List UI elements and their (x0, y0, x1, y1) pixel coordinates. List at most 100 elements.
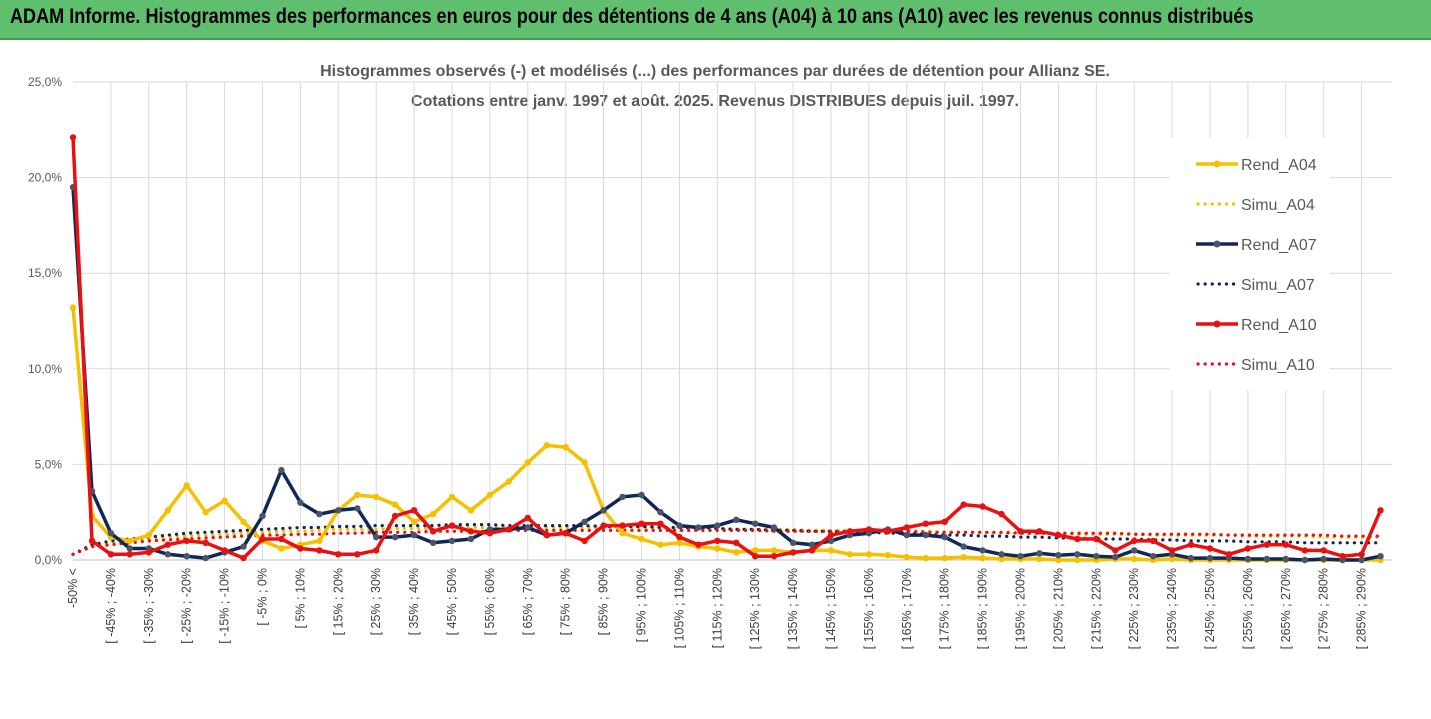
y-tick-label: 25,0% (28, 75, 62, 89)
data-point-rend-a07 (1206, 554, 1214, 562)
data-point-rend-a10 (373, 547, 380, 554)
x-tick-label: [ 25% ; 30% (369, 568, 383, 635)
data-point-rend-a10 (865, 526, 873, 533)
data-point-rend-a07 (695, 524, 702, 531)
x-tick-label: [ -45% ; -40% (104, 568, 118, 644)
data-point-rend-a10 (941, 518, 948, 525)
data-point-rend-a07 (107, 530, 115, 537)
chart: Histogrammes observés (-) et modélisés (… (28, 63, 1392, 649)
x-tick-label: [ 215% ; 220% (1089, 568, 1103, 649)
data-point-rend-a10 (581, 537, 588, 545)
data-point-rend-a04 (410, 518, 418, 525)
data-point-rend-a04 (391, 501, 399, 508)
data-point-rend-a04 (960, 553, 967, 561)
data-point-rend-a10 (1017, 528, 1024, 535)
data-point-rend-a10 (1131, 537, 1138, 545)
x-tick-label: [ 205% ; 210% (1051, 568, 1065, 649)
data-point-rend-a10 (1263, 541, 1271, 548)
data-point-rend-a07 (391, 533, 399, 541)
data-point-rend-a10 (505, 526, 512, 533)
data-point-rend-a10 (733, 539, 740, 546)
data-point-rend-a10 (752, 553, 759, 560)
x-tick-label: [ 15% ; 20% (331, 568, 345, 635)
data-point-rend-a07 (676, 522, 683, 529)
data-point-rend-a07 (410, 531, 418, 539)
legend-label-simu-a07: Simu_A07 (1241, 277, 1315, 294)
plot-area (69, 134, 1384, 564)
data-point-rend-a10 (922, 520, 929, 527)
x-tick-label: [ -35% ; -30% (142, 568, 156, 644)
data-point-rend-a10 (354, 551, 361, 558)
y-tick-label: 5,0% (35, 457, 63, 471)
data-point-rend-a07 (619, 493, 626, 501)
legend-label-simu-a10: Simu_A10 (1241, 357, 1315, 374)
x-tick-label: [ 85% ; 90% (597, 568, 611, 635)
data-point-rend-a04 (619, 530, 626, 537)
data-point-rend-a07 (259, 512, 266, 520)
data-point-rend-a07 (316, 510, 323, 518)
data-point-rend-a07 (354, 505, 361, 512)
data-point-rend-a10 (1358, 551, 1365, 558)
data-point-rend-a10 (183, 537, 190, 545)
data-point-rend-a04 (183, 482, 190, 489)
data-point-rend-a10 (1055, 531, 1062, 539)
data-point-rend-a10 (562, 530, 569, 537)
y-tick-label: 10,0% (28, 362, 62, 376)
x-tick-label: [ 175% ; 180% (938, 568, 952, 649)
y-tick-label: 20,0% (28, 171, 62, 185)
data-point-rend-a04 (922, 554, 929, 562)
data-point-rend-a04 (145, 531, 152, 539)
x-tick-label: [ 75% ; 80% (559, 568, 573, 635)
x-tick-label: [ 115% ; 120% (710, 568, 724, 648)
data-point-rend-a10 (1093, 535, 1100, 543)
x-tick-label: [ 155% ; 160% (862, 568, 876, 649)
data-point-rend-a07 (1017, 553, 1024, 560)
x-tick-label: [ 145% ; 150% (824, 568, 838, 649)
data-point-rend-a10 (202, 539, 209, 546)
data-point-rend-a10 (1112, 547, 1119, 554)
x-tick-label: [ 65% ; 70% (521, 568, 535, 635)
legend-label-rend-a07: Rend_A07 (1241, 237, 1317, 254)
data-point-rend-a10 (1206, 545, 1214, 552)
chart-grid (73, 81, 1392, 560)
x-tick-label: [ -25% ; -20% (180, 568, 194, 644)
x-tick-label: [ 35% ; 40% (407, 568, 421, 635)
x-tick-label: [ 125% ; 130% (748, 568, 762, 649)
x-tick-label: [ 5% ; 10% (293, 568, 307, 628)
data-point-rend-a10 (808, 547, 816, 554)
data-point-rend-a10 (1149, 537, 1157, 545)
x-tick-label: -50% < (66, 568, 80, 608)
data-point-rend-a10 (164, 541, 171, 548)
data-point-rend-a10 (979, 503, 986, 510)
legend-marker-rend-a04 (1213, 160, 1221, 168)
data-point-rend-a10 (69, 134, 77, 141)
data-point-rend-a07 (808, 541, 816, 548)
data-point-rend-a07 (1301, 556, 1309, 564)
data-point-rend-a07 (922, 531, 929, 539)
data-point-rend-a07 (1055, 552, 1062, 559)
data-point-rend-a04 (1131, 555, 1138, 563)
data-point-rend-a10 (429, 528, 437, 535)
data-point-rend-a07 (278, 466, 285, 474)
data-point-rend-a10 (1187, 541, 1195, 548)
data-point-rend-a04 (164, 507, 171, 514)
series-line-simu-a10 (71, 528, 1383, 556)
legend-label-rend-a10: Rend_A10 (1241, 317, 1317, 334)
data-point-rend-a10 (600, 522, 607, 529)
data-point-rend-a04 (827, 547, 835, 554)
data-point-rend-a10 (1168, 547, 1176, 554)
data-point-rend-a07 (202, 554, 209, 562)
x-tick-label: [ 255% ; 260% (1241, 568, 1255, 649)
data-point-rend-a07 (1320, 555, 1327, 563)
data-point-rend-a07 (1377, 553, 1384, 560)
data-point-rend-a07 (240, 543, 247, 550)
data-point-rend-a04 (543, 442, 550, 449)
data-point-rend-a04 (448, 493, 456, 501)
data-point-rend-a07 (1149, 553, 1157, 560)
data-point-rend-a04 (733, 549, 740, 556)
data-point-rend-a10 (714, 537, 721, 545)
data-point-rend-a07 (1187, 554, 1195, 562)
data-point-rend-a07 (903, 531, 910, 539)
data-point-rend-a10 (1339, 553, 1346, 560)
x-tick-label: [ -15% ; -10% (218, 568, 232, 644)
